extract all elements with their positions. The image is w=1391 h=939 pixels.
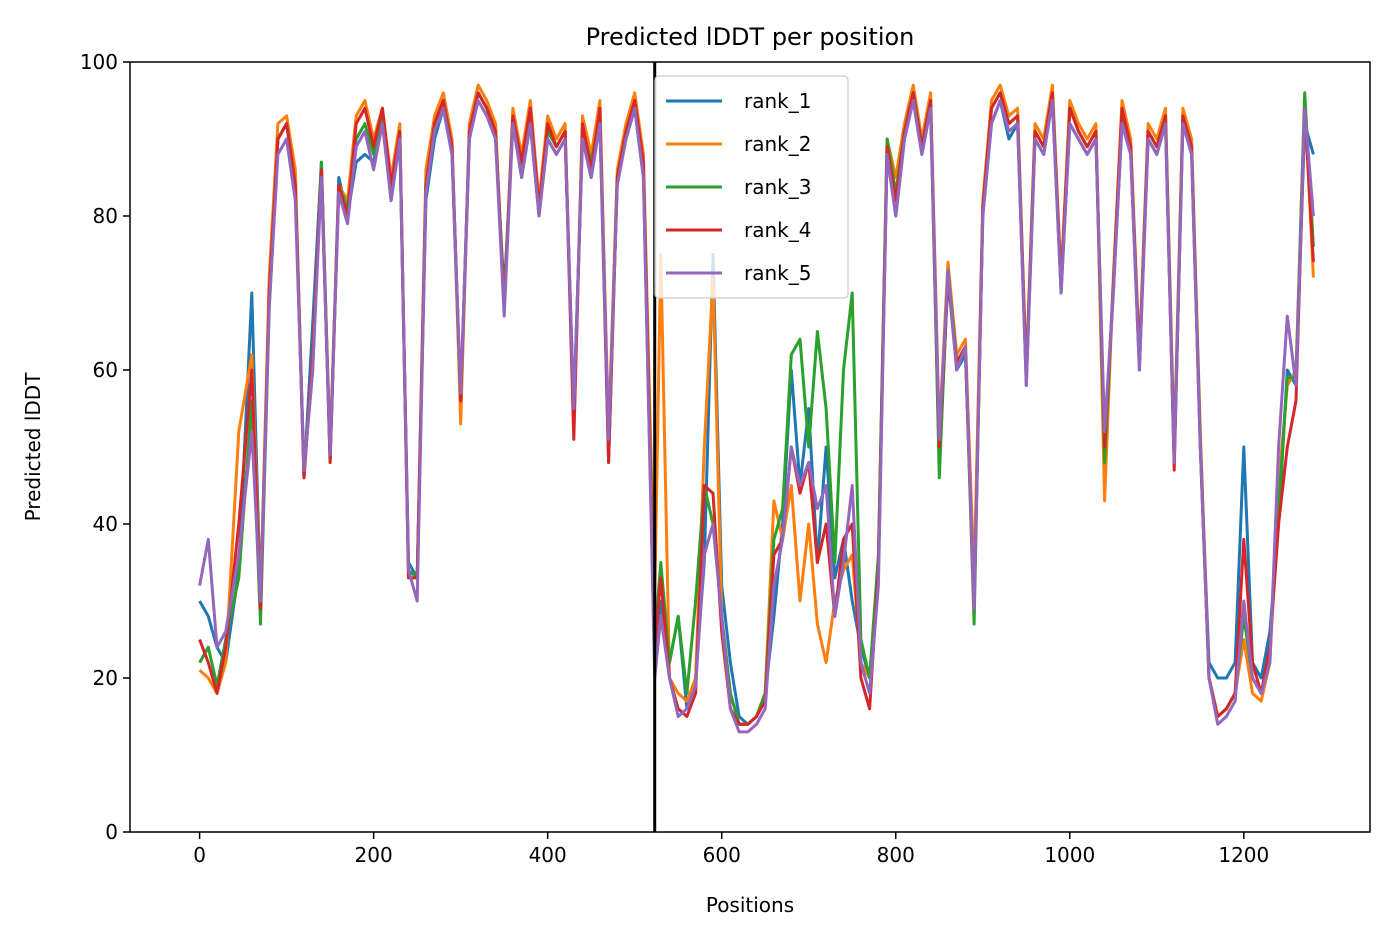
x-axis: 0 200 400 600 800 1000 1200 (193, 832, 1269, 867)
x-tick-label: 400 (529, 843, 567, 867)
x-tick-label: 800 (877, 843, 915, 867)
x-tick-label: 600 (703, 843, 741, 867)
x-tick-label: 0 (193, 843, 206, 867)
x-tick-label: 200 (355, 843, 393, 867)
y-axis: 0 20 40 60 80 100 (80, 50, 130, 844)
series-line-rank_5 (198, 99, 1315, 734)
x-tick-label: 1200 (1218, 843, 1269, 867)
plot-frame (129, 61, 1371, 833)
y-tick-label: 80 (93, 204, 118, 228)
legend: rank_1 rank_2 rank_3 rank_4 rank_5 (654, 75, 849, 299)
y-tick-label: 0 (105, 820, 118, 844)
chart-title: Predicted lDDT per position (586, 23, 915, 51)
series-layer (198, 83, 1315, 734)
y-axis-title: Predicted lDDT (21, 372, 45, 522)
legend-label-rank_4: rank_4 (744, 218, 811, 242)
legend-label-rank_1: rank_1 (744, 89, 811, 113)
legend-box (654, 75, 849, 299)
legend-label-rank_5: rank_5 (744, 261, 811, 285)
series-line-rank_4 (198, 91, 1315, 726)
y-tick-label: 20 (93, 666, 118, 690)
y-tick-label: 40 (93, 512, 118, 536)
y-tick-label: 100 (80, 50, 118, 74)
legend-label-rank_3: rank_3 (744, 175, 811, 199)
x-axis-title: Positions (706, 893, 794, 917)
legend-label-rank_2: rank_2 (744, 132, 811, 156)
x-tick-label: 1000 (1044, 843, 1095, 867)
y-tick-label: 60 (93, 358, 118, 382)
